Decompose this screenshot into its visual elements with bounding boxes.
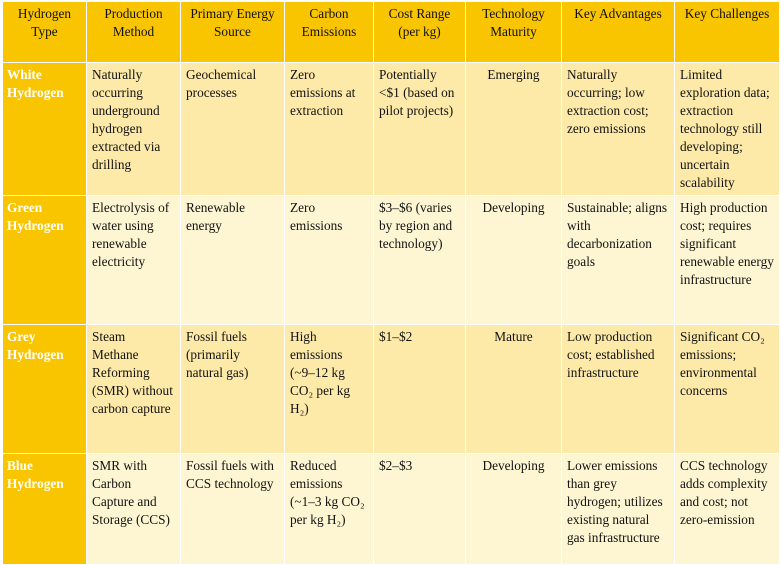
- table-row: Green Hydrogen Electrolysis of water usi…: [2, 195, 780, 325]
- cell-cost-range: $3–$6 (varies by region and technology): [373, 195, 466, 325]
- cell-production-method: Steam Methane Reforming (SMR) without ca…: [86, 324, 181, 454]
- table-row: Blue Hydrogen SMR with Carbon Capture an…: [2, 453, 780, 565]
- cell-cost-range: $2–$3: [373, 453, 466, 565]
- cell-primary-energy-source: Fossil fuels with CCS technology: [180, 453, 285, 565]
- header-technology-maturity: Technology Maturity: [465, 1, 562, 63]
- header-key-advantages: Key Advantages: [561, 1, 675, 63]
- cell-key-challenges: High production cost; requires significa…: [674, 195, 780, 325]
- cell-carbon-emissions: Reduced emissions (~1–3 kg CO₂ per kg H₂…: [284, 453, 374, 565]
- cell-technology-maturity: Mature: [465, 324, 562, 454]
- table-header: Hydrogen Type Production Method Primary …: [2, 1, 780, 63]
- cell-primary-energy-source: Renewable energy: [180, 195, 285, 325]
- header-hydrogen-type: Hydrogen Type: [2, 1, 87, 63]
- table-body: White Hydrogen Naturally occurring under…: [2, 62, 780, 565]
- cell-key-challenges: Limited exploration data; extraction tec…: [674, 62, 780, 196]
- cell-carbon-emissions: Zero emissions at extraction: [284, 62, 374, 196]
- cell-production-method: Electrolysis of water using renewable el…: [86, 195, 181, 325]
- cell-key-challenges: Significant CO₂ emissions; environmental…: [674, 324, 780, 454]
- cell-cost-range: $1–$2: [373, 324, 466, 454]
- cell-technology-maturity: Developing: [465, 195, 562, 325]
- cell-technology-maturity: Developing: [465, 453, 562, 565]
- header-production-method: Production Method: [86, 1, 181, 63]
- cell-key-advantages: Sustainable; aligns with decarbonization…: [561, 195, 675, 325]
- header-key-challenges: Key Challenges: [674, 1, 780, 63]
- header-cost-range: Cost Range (per kg): [373, 1, 466, 63]
- table-row: Grey Hydrogen Steam Methane Reforming (S…: [2, 324, 780, 454]
- cell-cost-range: Potentially <$1 (based on pilot projects…: [373, 62, 466, 196]
- cell-primary-energy-source: Geochemical processes: [180, 62, 285, 196]
- header-primary-energy-source: Primary Energy Source: [180, 1, 285, 63]
- cell-primary-energy-source: Fossil fuels (primarily natural gas): [180, 324, 285, 454]
- cell-carbon-emissions: High emissions (~9–12 kg CO₂ per kg H₂): [284, 324, 374, 454]
- cell-production-method: Naturally occurring underground hydrogen…: [86, 62, 181, 196]
- cell-production-method: SMR with Carbon Capture and Storage (CCS…: [86, 453, 181, 565]
- cell-key-advantages: Lower emissions than grey hydrogen; util…: [561, 453, 675, 565]
- cell-key-challenges: CCS technology adds complexity and cost;…: [674, 453, 780, 565]
- row-hydrogen-type: White Hydrogen: [2, 62, 87, 196]
- table-row: White Hydrogen Naturally occurring under…: [2, 62, 780, 196]
- row-hydrogen-type: Grey Hydrogen: [2, 324, 87, 454]
- header-carbon-emissions: Carbon Emissions: [284, 1, 374, 63]
- cell-technology-maturity: Emerging: [465, 62, 562, 196]
- cell-carbon-emissions: Zero emissions: [284, 195, 374, 325]
- row-hydrogen-type: Green Hydrogen: [2, 195, 87, 325]
- row-hydrogen-type: Blue Hydrogen: [2, 453, 87, 565]
- cell-key-advantages: Naturally occurring; low extraction cost…: [561, 62, 675, 196]
- header-row: Hydrogen Type Production Method Primary …: [2, 1, 780, 63]
- cell-key-advantages: Low production cost; established infrast…: [561, 324, 675, 454]
